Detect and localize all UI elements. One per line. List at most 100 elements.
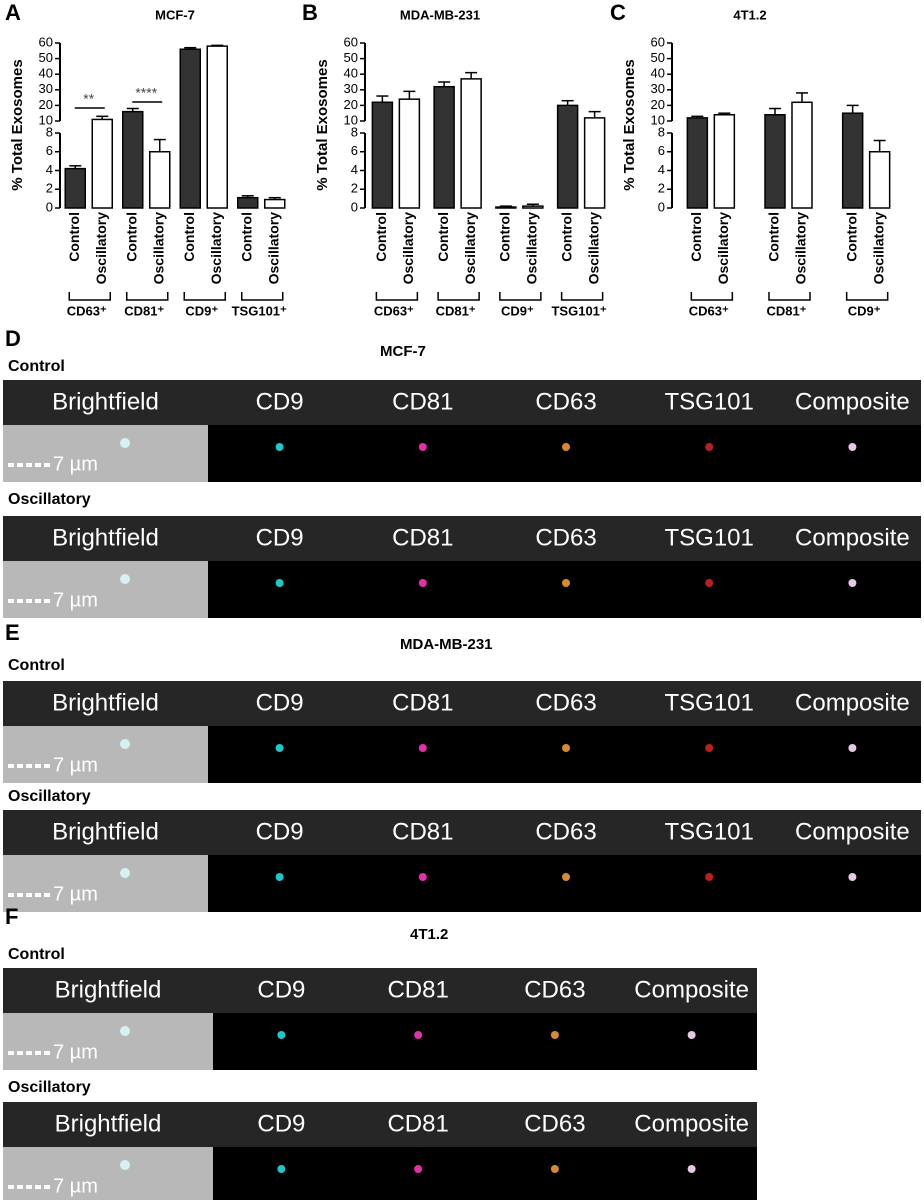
scale-label: 7 µm [53,1175,98,1197]
fluorescent-spot [418,744,427,752]
y-tick-label: 60 [39,34,53,49]
channel-label: CD9 [257,1110,305,1137]
fluorescent-spot [705,873,714,881]
x-tick-label: Oscillatory [870,212,886,285]
fluorescent-spot [275,443,284,451]
panel-letter: C [610,0,626,25]
bar [713,114,736,209]
x-tick-label: Oscillatory [524,212,540,285]
header-strip [3,1102,757,1147]
group-bracket [768,292,811,301]
y-tick-label: 20 [651,97,665,112]
x-tick-label: Oscillatory [208,212,224,285]
bar [868,151,891,209]
channel-label: CD63 [535,388,596,415]
group-label: CD63⁺ [374,303,414,318]
y-axis-label: % Total Exosomes [621,59,638,190]
y-tick-label: 6 [351,143,358,158]
channel-label: Composite [795,388,910,415]
y-tick-label: 2 [46,181,53,196]
fluorescent-spot [414,1031,423,1039]
channel-label: CD9 [256,689,304,716]
x-tick-label: Oscillatory [150,212,166,285]
group-label: CD81⁺ [124,303,164,318]
y-tick-label: 8 [351,124,358,139]
header-strip [3,516,921,561]
bar [556,104,579,209]
x-tick-label: Oscillatory [793,212,809,285]
x-tick-label: Control [373,212,389,262]
fluorescent-spot [705,443,714,451]
channel-label: TSG101 [665,524,754,551]
fluorescent-spot [562,744,570,752]
x-tick-label: Control [123,212,139,262]
x-tick-label: Oscillatory [93,212,109,285]
bar [64,167,86,209]
channel-label: CD81 [387,1110,448,1137]
group-bracket [845,292,889,301]
y-tick-label: 10 [651,112,665,127]
panel-letter: D [5,326,21,351]
brightfield-image [3,425,208,482]
y-tick-label: 4 [351,162,358,177]
group-bracket [499,292,542,301]
channel-label: Composite [634,976,749,1003]
fluorescent-spot [550,1031,559,1039]
bar [149,151,171,209]
fluorescent-spot [418,443,427,451]
group-bracket [690,292,734,301]
bar [179,48,201,209]
y-tick-label: 2 [658,181,665,196]
bar [583,117,606,209]
group-bracket [241,292,284,301]
group-label: CD9⁺ [185,303,218,318]
brightfield-image [3,1147,213,1200]
bar [841,112,864,209]
x-tick-label: Control [497,212,513,262]
row-label: Control [8,358,65,375]
y-tick-label: 20 [344,97,358,112]
group-label: CD9⁺ [848,303,881,318]
y-tick-label: 8 [46,124,53,139]
fluorescent-spot [275,873,284,881]
bar [237,196,259,209]
y-tick-label: 4 [46,162,53,177]
channel-label: TSG101 [665,818,754,845]
scale-label: 7 µm [53,883,98,905]
cell-bright [120,739,130,749]
panel-title: MDA-MB-231 [400,636,493,653]
y-tick-label: 40 [651,66,665,81]
bar [122,110,144,209]
y-tick-label: 6 [46,143,53,158]
scale-label: 7 µm [53,589,98,611]
y-tick-label: 50 [39,50,53,65]
panel-letter: F [5,904,18,929]
brightfield-image [3,855,208,912]
channel-label: CD9 [256,388,304,415]
fluorescent-spot [705,744,714,752]
group-bracket [183,292,226,301]
channel-label: CD9 [256,818,304,845]
fluorescent-spot [562,873,570,881]
fluorescent-spot [275,744,284,752]
fluorescent-spot [418,873,427,881]
x-tick-label: Control [766,212,782,262]
fluorescent-spot [705,579,714,587]
channel-label: CD63 [535,818,596,845]
group-bracket [375,292,419,301]
x-tick-label: Control [238,212,254,262]
channel-label: CD81 [392,689,453,716]
group-label: CD81⁺ [436,303,476,318]
bar [495,206,517,209]
panel-letter: A [5,0,21,25]
chart-title: 4T1.2 [733,7,766,22]
y-tick-label: 20 [39,97,53,112]
fluorescent-spot [687,1031,696,1039]
bar [91,118,113,209]
fluorescent-spot [848,873,857,881]
channel-label: Composite [795,524,910,551]
channel-label: Composite [795,689,910,716]
y-tick-label: 50 [651,50,665,65]
fluorescent-spot [418,579,427,587]
brightfield-image [3,561,208,618]
